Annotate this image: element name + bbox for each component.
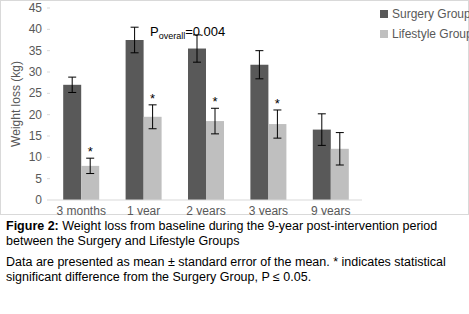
y-tick-label: 40	[29, 22, 43, 36]
error-bar	[149, 105, 157, 129]
error-bar	[86, 158, 94, 173]
caption-paragraph: Figure 2: Weight loss from baseline duri…	[6, 219, 463, 249]
y-tick	[47, 72, 50, 73]
y-tick	[47, 114, 50, 115]
y-tick-label: 15	[29, 129, 43, 143]
error-cap	[273, 138, 281, 139]
annotation-suffix: =0.004	[185, 24, 225, 39]
error-cap	[131, 27, 139, 28]
annotation: Poverall=0.004	[150, 24, 225, 41]
y-tick	[47, 136, 50, 137]
error-stem	[152, 105, 153, 129]
x-tick-label: 1 year	[127, 204, 160, 215]
error-stem	[321, 114, 322, 146]
error-cap	[336, 132, 344, 133]
error-cap	[68, 92, 76, 93]
y-tick	[47, 178, 50, 179]
y-tick-label: 20	[29, 108, 43, 122]
significance-mark: *	[212, 94, 217, 109]
error-bar	[211, 108, 219, 134]
y-axis-title: Weight loss (kg)	[9, 61, 23, 147]
plot-area	[63, 27, 349, 200]
legend-label: Lifestyle Group	[392, 27, 469, 41]
error-cap	[318, 145, 326, 146]
y-tick-label: 35	[29, 44, 43, 58]
error-cap	[193, 62, 201, 63]
error-cap	[211, 133, 219, 134]
bar	[188, 49, 206, 200]
x-tick-label: 3 years	[249, 204, 288, 215]
error-stem	[277, 110, 278, 138]
y-tick	[47, 93, 50, 94]
error-cap	[149, 128, 157, 129]
y-axis	[50, 8, 51, 200]
y-tick	[47, 50, 50, 51]
y-tick	[47, 29, 50, 30]
y-tick-label: 30	[29, 65, 43, 79]
annotation-subscript: overall	[159, 31, 186, 41]
x-axis	[50, 200, 362, 201]
error-cap	[86, 173, 94, 174]
bar	[126, 40, 144, 200]
error-cap	[68, 77, 76, 78]
x-tick-label: 2 years	[186, 204, 225, 215]
error-bar	[336, 133, 344, 165]
y-tick	[47, 8, 50, 9]
legend-label: Surgery Group	[392, 7, 469, 21]
error-stem	[259, 51, 260, 79]
x-tick-label: 3 months	[57, 204, 106, 215]
note: Data are presented as mean ± standard er…	[6, 255, 463, 285]
error-stem	[134, 27, 135, 53]
y-tick	[47, 157, 50, 158]
error-cap	[255, 78, 263, 79]
legend-swatch	[380, 10, 388, 18]
caption-text: Weight loss from baseline during the 9-y…	[6, 219, 437, 248]
x-tick-label: 9 years	[311, 204, 350, 215]
error-bar	[273, 110, 281, 138]
significance-mark: *	[150, 91, 155, 106]
error-stem	[90, 158, 91, 173]
y-tick-label: 10	[29, 150, 43, 164]
caption-label: Figure 2:	[6, 219, 59, 233]
bar	[250, 65, 268, 200]
chart: 0 5 10 15 20 25 30 35 40 45 Weight loss (kg) * * * * 3 …	[0, 0, 469, 215]
significance-mark: *	[88, 144, 93, 159]
error-cap	[255, 50, 263, 51]
bar	[63, 85, 81, 200]
bar	[144, 117, 162, 200]
significance-mark: *	[275, 96, 280, 111]
legend-swatch	[380, 30, 388, 38]
annotation-text: P	[150, 24, 159, 39]
error-bar	[131, 27, 139, 53]
y-tick-label: 25	[29, 86, 43, 100]
error-stem	[215, 108, 216, 134]
y-tick-label: 45	[29, 1, 43, 15]
error-stem	[339, 133, 340, 165]
error-cap	[336, 165, 344, 166]
y-tick	[47, 200, 50, 201]
error-bar	[68, 77, 76, 92]
error-bar	[318, 114, 326, 146]
y-tick-label: 5	[35, 172, 42, 186]
caption: Figure 2: Weight loss from baseline duri…	[6, 219, 463, 285]
error-cap	[131, 52, 139, 53]
error-bar	[255, 51, 263, 79]
y-tick-label: 0	[35, 193, 42, 207]
error-stem	[72, 77, 73, 92]
error-cap	[318, 113, 326, 114]
